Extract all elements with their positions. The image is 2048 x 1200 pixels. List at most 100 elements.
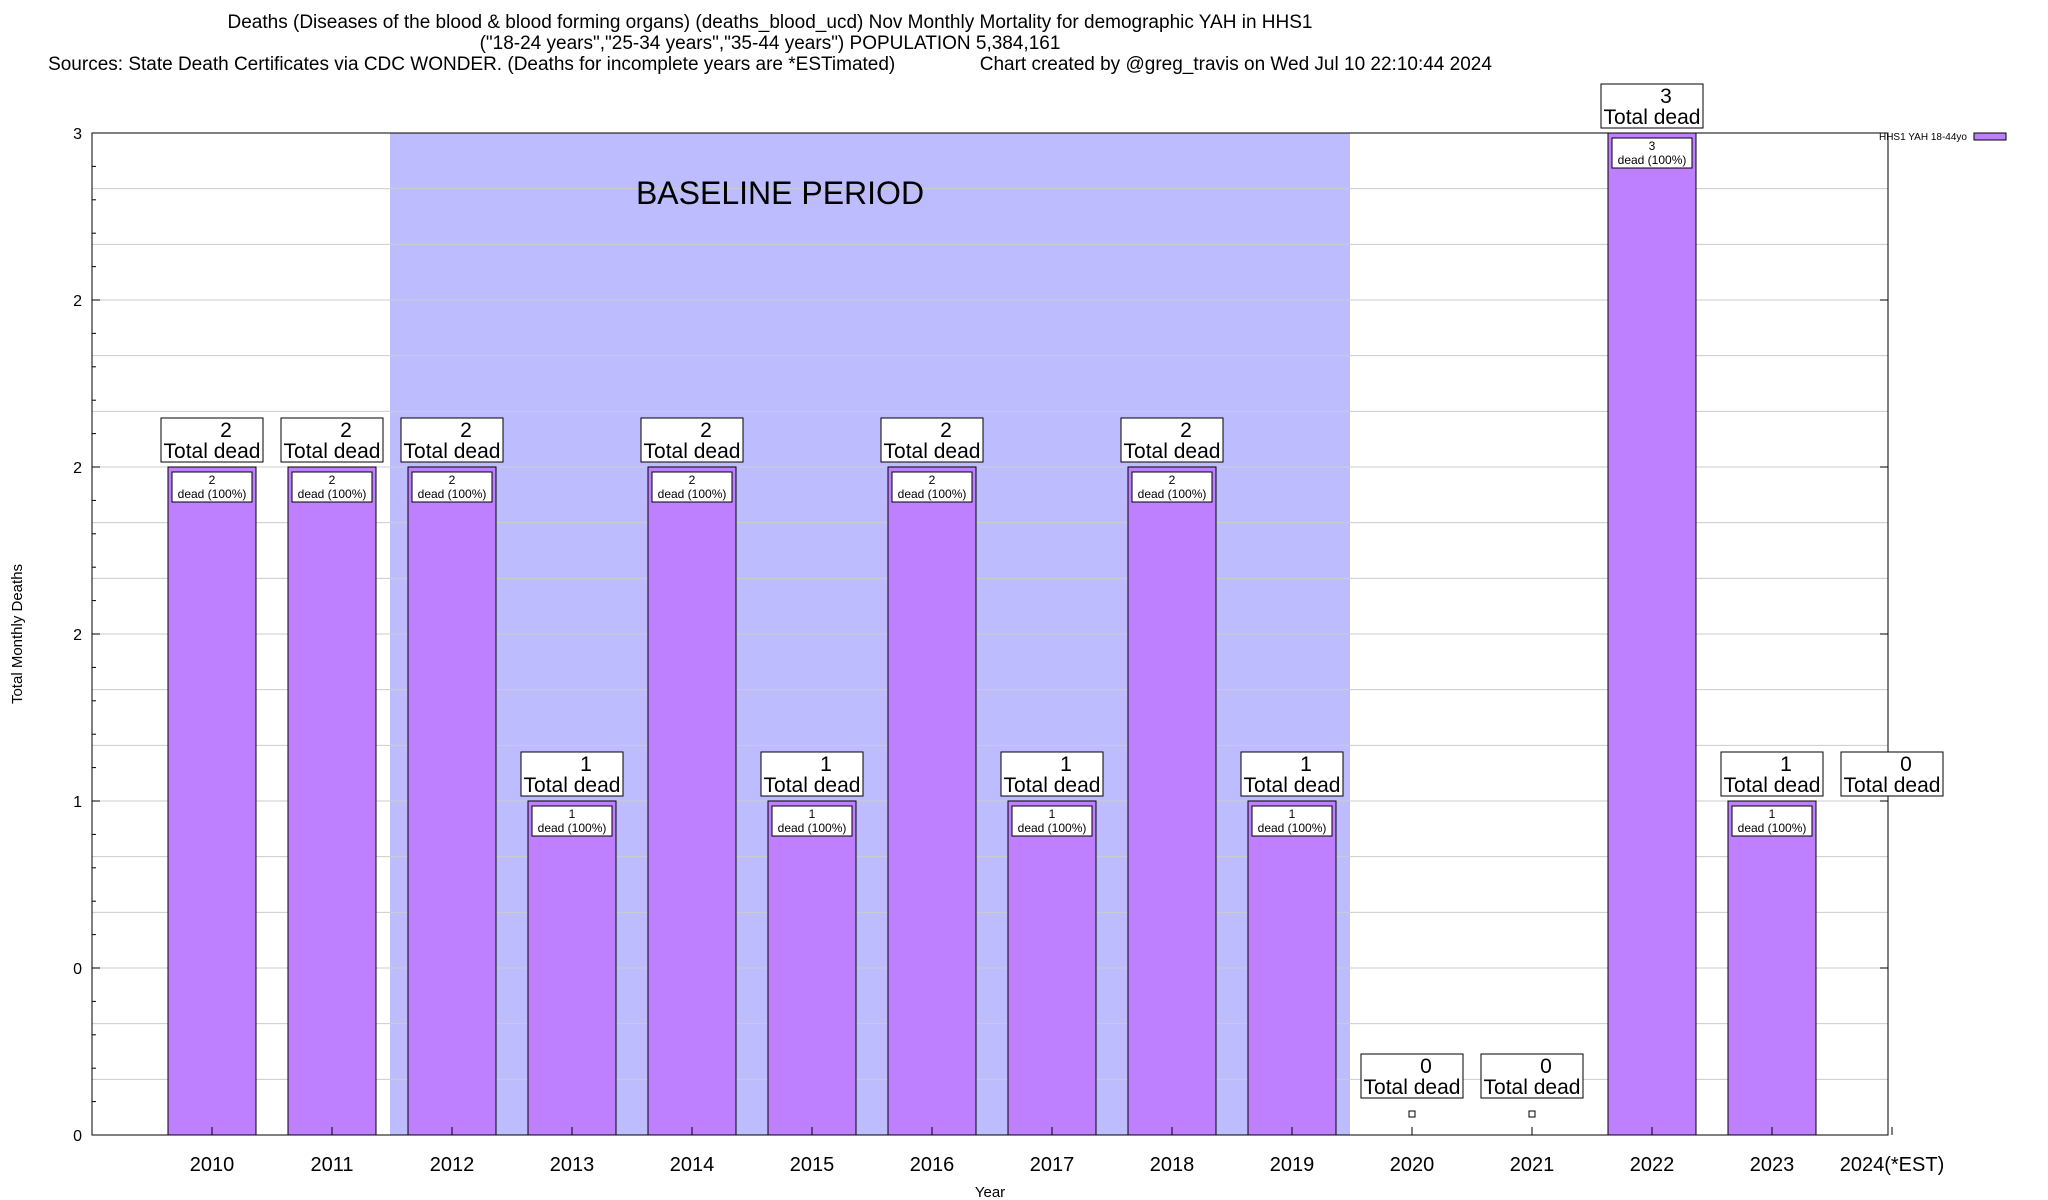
bar-inner-label-box: [891, 471, 973, 503]
total-value: 1: [580, 753, 592, 776]
chart-title: Deaths (Diseases of the blood & blood fo…: [0, 12, 1540, 75]
total-label: Total dead: [764, 774, 861, 797]
bar-inner-label-box: [171, 471, 253, 503]
total-value: 2: [940, 419, 952, 442]
bar-inner-label-box: [1011, 805, 1093, 837]
bar-inner-value: 1: [1289, 807, 1296, 821]
total-label: Total dead: [884, 440, 981, 463]
total-value: 2: [220, 419, 232, 442]
bar-inner-label-box: [1611, 137, 1693, 169]
x-tick-label: 2012: [430, 1154, 475, 1176]
bar-inner-value: 2: [449, 473, 456, 487]
x-tick-label: 2011: [310, 1154, 353, 1176]
y-tick-label: 0: [73, 961, 82, 978]
total-label: Total dead: [284, 440, 381, 463]
total-value: 0: [1900, 753, 1912, 776]
total-label: Total dead: [1124, 440, 1221, 463]
total-label: Total dead: [1604, 106, 1701, 129]
y-tick-label: 0: [73, 1128, 82, 1145]
zero-marker: [1528, 1110, 1536, 1118]
bar-inner-label-box: [411, 471, 493, 503]
x-tick-label: 2017: [1030, 1154, 1075, 1176]
baseline-label: BASELINE PERIOD: [636, 175, 924, 211]
bar: [287, 466, 377, 1136]
title-line-3: Sources: State Death Certificates via CD…: [48, 54, 1492, 75]
bar-inner-label: dead (100%): [1258, 821, 1327, 835]
bar-inner-value: 1: [569, 807, 576, 821]
total-label-box: [520, 751, 624, 797]
x-tick-label: 2010: [190, 1154, 235, 1176]
bar-inner-label: dead (100%): [1738, 821, 1807, 835]
legend: HHS1 YAH 18-44yo: [1879, 132, 2007, 143]
total-label: Total dead: [644, 440, 741, 463]
bar-inner-label-box: [651, 471, 733, 503]
bar-inner-label-box: [771, 805, 853, 837]
bar-inner-label: dead (100%): [778, 821, 847, 835]
total-label-box: [880, 417, 984, 463]
total-label-box: [1360, 1053, 1464, 1099]
bar: [407, 466, 497, 1136]
bar: [527, 800, 617, 1136]
title-line-1: Deaths (Diseases of the blood & blood fo…: [227, 12, 1313, 33]
x-tick-label: 2015: [790, 1154, 835, 1176]
total-value: 2: [1180, 419, 1192, 442]
total-label-box: [1120, 417, 1224, 463]
total-value: 1: [1060, 753, 1072, 776]
legend-label: HHS1 YAH 18-44yo: [1879, 132, 1967, 143]
total-label: Total dead: [1004, 774, 1101, 797]
total-value: 2: [340, 419, 352, 442]
bar: [767, 800, 857, 1136]
bar-inner-label: dead (100%): [298, 487, 367, 501]
legend-swatch: [1973, 132, 2007, 141]
x-axis-title: Year: [975, 1184, 1005, 1200]
bar-inner-label: dead (100%): [1018, 821, 1087, 835]
total-value: 1: [1300, 753, 1312, 776]
bar-inner-value: 2: [929, 473, 936, 487]
bar-inner-value: 2: [1169, 473, 1176, 487]
total-label-box: [1600, 83, 1704, 129]
x-tick-label: 2020: [1390, 1154, 1435, 1176]
bar-inner-label: dead (100%): [898, 487, 967, 501]
bar: [1247, 800, 1337, 1136]
total-label-box: [1720, 751, 1824, 797]
bar-inner-value: 1: [1769, 807, 1776, 821]
total-label-box: [1840, 751, 1944, 797]
total-label: Total dead: [1484, 1076, 1581, 1099]
x-tick-label: 2022: [1630, 1154, 1675, 1176]
bar: [1127, 466, 1217, 1136]
bar: [167, 466, 257, 1136]
bar: [887, 466, 977, 1136]
zero-marker: [1408, 1110, 1416, 1118]
bar: [1607, 132, 1697, 1136]
y-tick-label: 2: [73, 627, 82, 644]
x-tick-label: 2024(*EST): [1840, 1154, 1945, 1176]
x-tick-label: 2018: [1150, 1154, 1195, 1176]
bar-inner-value: 3: [1649, 139, 1656, 153]
title-line-2: ("18-24 years","25-34 years","35-44 year…: [479, 33, 1061, 54]
bar-inner-label-box: [531, 805, 613, 837]
total-label-box: [1240, 751, 1344, 797]
bar-inner-value: 2: [329, 473, 336, 487]
y-tick-label: 2: [73, 293, 82, 310]
total-label-box: [160, 417, 264, 463]
total-label-box: [1000, 751, 1104, 797]
total-label: Total dead: [1364, 1076, 1461, 1099]
total-value: 2: [700, 419, 712, 442]
total-label-box: [1480, 1053, 1584, 1099]
bar-inner-label-box: [1731, 805, 1813, 837]
total-label-box: [760, 751, 864, 797]
bar-inner-value: 2: [689, 473, 696, 487]
bar-inner-label: dead (100%): [538, 821, 607, 835]
total-value: 3: [1660, 85, 1672, 108]
